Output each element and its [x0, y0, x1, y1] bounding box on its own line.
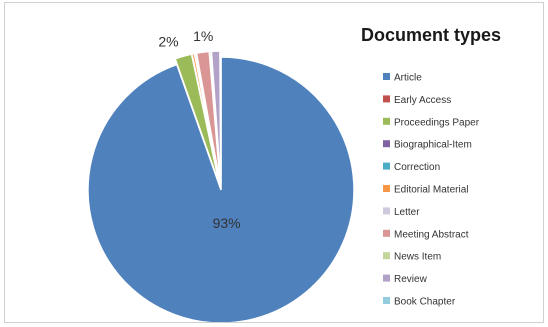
data-label-article: 93% [213, 215, 241, 231]
legend-entry-letter: Letter [394, 207, 420, 218]
chart-legend: Article Early Access Proceedings Paper Biog… [383, 73, 480, 308]
legend-entry-news-item: News Item [394, 252, 441, 263]
pie-slice-article [87, 56, 355, 322]
legend-swatch-news-item [383, 252, 390, 260]
chart-frame: 93% 2% 1% Document types Article Early Acce… [4, 2, 544, 323]
legend-entry-article: Article [394, 73, 422, 84]
legend-swatch-letter [383, 207, 390, 215]
legend-swatch-biographical-item [383, 140, 390, 148]
chart-title: Document types [361, 25, 501, 45]
legend-swatch-editorial-material [383, 185, 390, 192]
legend-swatch-review [383, 274, 390, 282]
legend-entry-meeting-abstract: Meeting Abstract [394, 229, 469, 240]
legend-swatch-early-access [383, 95, 390, 103]
legend-entry-editorial-material: Editorial Material [394, 185, 468, 196]
legend-swatch-book-chapter [383, 297, 390, 304]
legend-entry-biographical-item: Biographical-Item [394, 140, 472, 151]
legend-entry-correction: Correction [394, 162, 440, 173]
legend-swatch-proceedings-paper [383, 117, 390, 125]
pie-chart: 93% 2% 1% Document types Article Early Acce… [87, 25, 501, 322]
legend-entry-proceedings-paper: Proceedings Paper [394, 117, 480, 128]
legend-swatch-correction [383, 162, 390, 170]
legend-entry-review: Review [394, 274, 428, 285]
pie-slice-book-chapter [219, 50, 222, 185]
legend-swatch-meeting-abstract [383, 229, 390, 237]
pie-slices [87, 50, 355, 322]
legend-swatch-article [383, 73, 390, 80]
legend-entry-early-access: Early Access [394, 95, 451, 106]
data-label-proceedings-paper: 2% [158, 34, 178, 50]
legend-entry-book-chapter: Book Chapter [394, 297, 456, 308]
data-label-review: 1% [193, 28, 213, 44]
pie-data-labels: 93% 2% 1% [158, 28, 240, 231]
